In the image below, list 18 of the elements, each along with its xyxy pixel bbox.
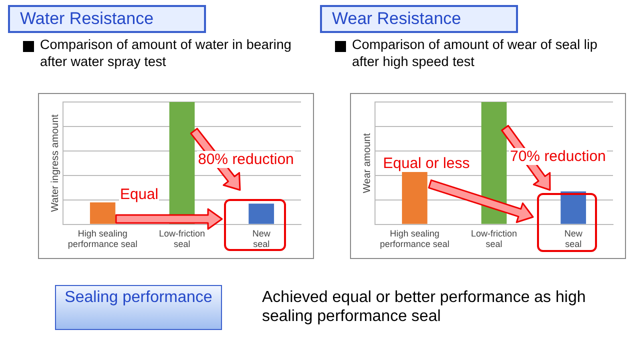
annotation: Equal or less xyxy=(382,155,471,172)
x-tick-label: High sealing performance seal xyxy=(380,228,450,250)
text: Achieved equal or better performance as high sealing performance seal xyxy=(262,288,587,326)
text: Sealing performance xyxy=(55,285,222,330)
annotation: 70% reduction xyxy=(509,148,607,165)
y-axis-title: Wear amount xyxy=(362,133,373,194)
chart-subtitle: Comparison of amount of water in bearing after water spray test xyxy=(40,36,292,70)
x-tick-label: Low-friction seal xyxy=(158,228,206,250)
x-tick-label: High sealing performance seal xyxy=(68,228,138,250)
x-tick-label: Low-friction seal xyxy=(470,228,518,250)
y-axis-title: Water ingress amount xyxy=(50,114,61,212)
chart-subtitle: Comparison of amount of wear of seal lip after high speed test xyxy=(352,36,598,70)
x-tick-label: New seal xyxy=(252,228,271,250)
chart-title: Water Resistance xyxy=(8,5,206,33)
annotation: Equal xyxy=(119,186,160,203)
x-tick-label: New seal xyxy=(564,228,583,250)
chart-title: Wear Resistance xyxy=(320,5,518,33)
annotation: 80% reduction xyxy=(197,151,295,168)
